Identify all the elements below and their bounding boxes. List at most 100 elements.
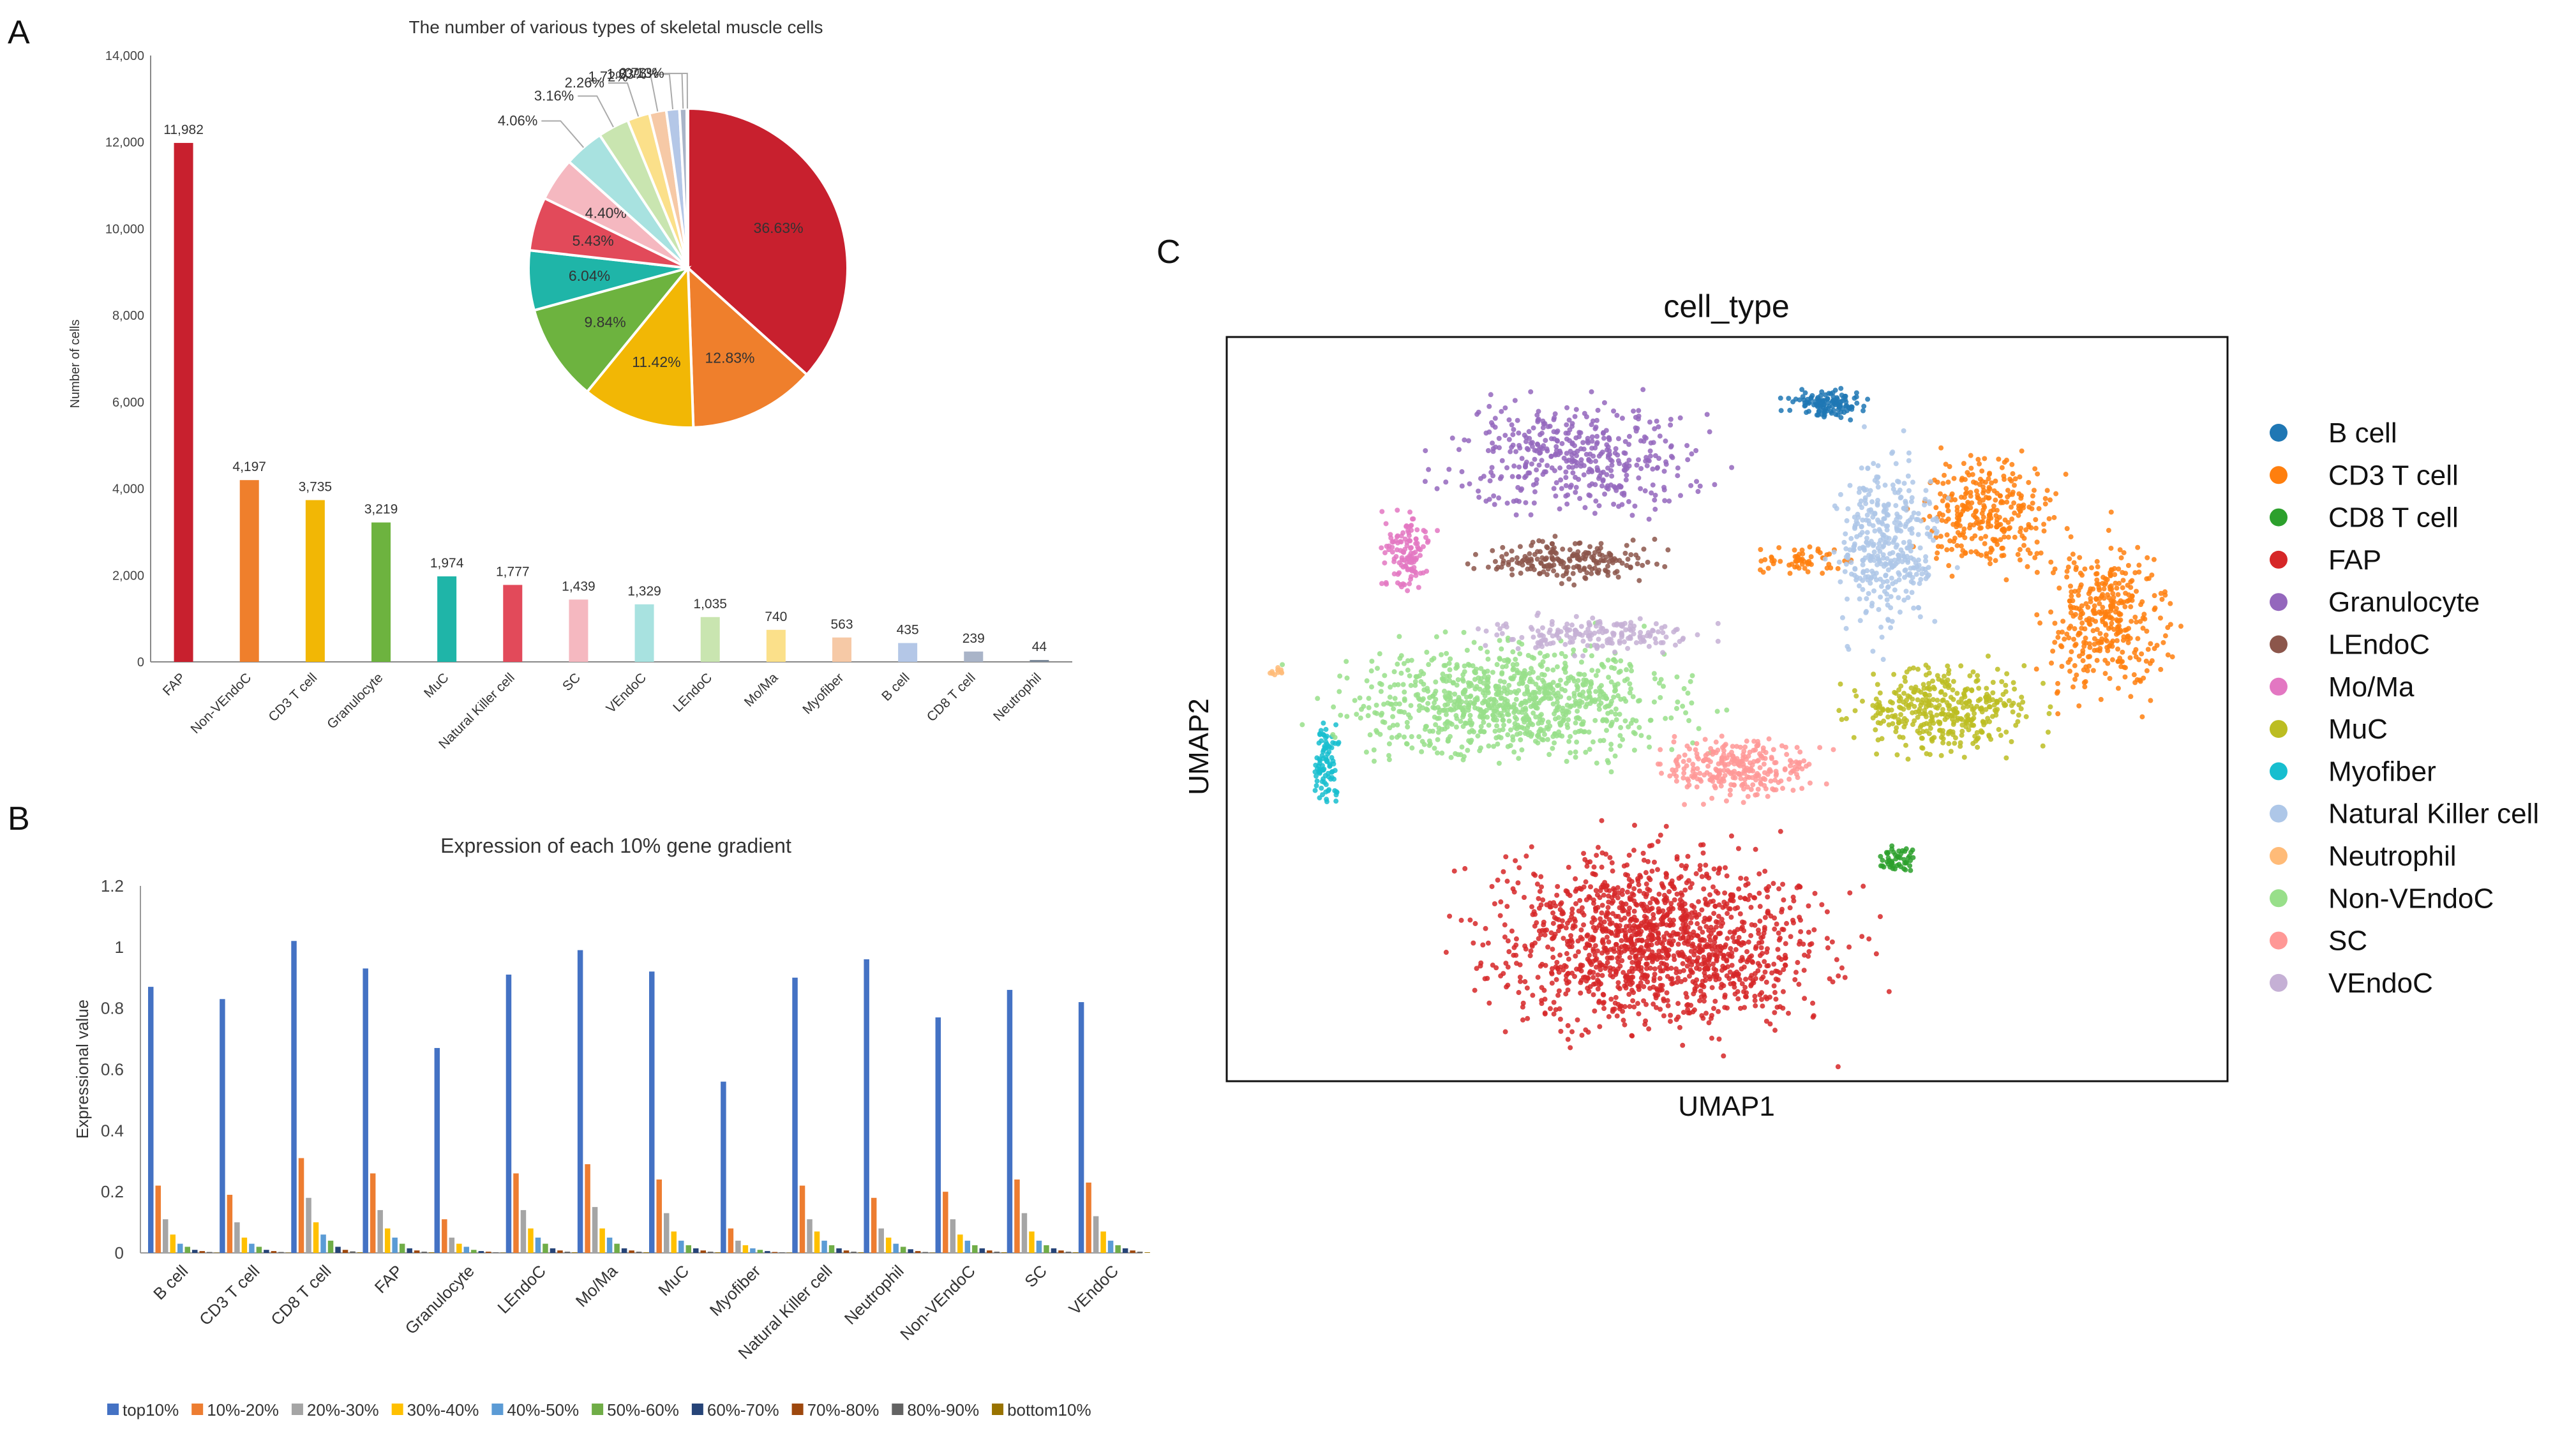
chart-c-point <box>1756 890 1762 896</box>
chart-c-point <box>1627 882 1633 888</box>
chart-c-point <box>1481 670 1487 676</box>
chart-b-bar <box>1115 1245 1121 1253</box>
chart-b-bar <box>585 1164 590 1253</box>
chart-b-bar <box>643 1252 649 1253</box>
chart-c-point <box>1618 724 1624 730</box>
chart-c-point <box>1680 1042 1686 1048</box>
chart-c-point <box>1723 865 1728 871</box>
chart-b-y-tick-label: 1 <box>115 938 124 957</box>
chart-c-point <box>1652 971 1658 977</box>
chart-c-point <box>1572 918 1578 924</box>
chart-c-point <box>1605 950 1610 955</box>
chart-c-point <box>1626 724 1631 730</box>
chart-c-point <box>1573 888 1578 894</box>
chart-c-point <box>1976 685 1982 691</box>
chart-c-point <box>1744 959 1750 964</box>
chart-c-point <box>1621 492 1627 498</box>
chart-c-point <box>1457 701 1463 707</box>
chart-c-point <box>1978 519 1984 525</box>
chart-c-point <box>2097 631 2103 636</box>
chart-c-point <box>1696 899 1702 904</box>
chart-c-point <box>1548 454 1554 460</box>
chart-c-point <box>1592 905 1598 911</box>
chart-c-point <box>1933 555 1939 561</box>
chart-c-point <box>2121 550 2127 555</box>
chart-a-x-tick-label: CD3 T cell <box>266 670 320 724</box>
chart-c-point <box>1787 571 1793 576</box>
chart-c-point <box>1727 970 1733 975</box>
chart-c-point <box>1965 703 1970 709</box>
chart-c-point <box>1582 857 1588 862</box>
chart-c-point <box>1644 955 1650 961</box>
chart-c-point <box>1566 576 1572 582</box>
chart-c-point <box>1624 543 1629 548</box>
chart-c-point <box>2093 597 2099 603</box>
chart-c-point <box>1378 689 1384 694</box>
chart-c-point <box>2036 506 2042 511</box>
chart-c-point <box>1644 938 1650 944</box>
chart-c-point <box>1947 463 1952 469</box>
chart-c-point <box>1603 554 1609 560</box>
chart-c-point <box>1321 767 1326 773</box>
chart-c-point <box>1539 430 1545 436</box>
chart-c-point <box>1584 701 1590 707</box>
chart-c-point <box>1835 565 1841 571</box>
chart-c-point <box>1434 486 1440 491</box>
chart-c-point <box>1510 676 1516 682</box>
chart-c-point <box>1927 534 1933 539</box>
chart-c-point <box>2128 604 2134 610</box>
chart-c-point <box>1652 492 1658 498</box>
chart-c-point <box>1516 640 1522 645</box>
chart-c-point <box>2007 476 2013 482</box>
chart-c-point <box>1527 671 1532 677</box>
chart-c-point <box>1806 408 1812 414</box>
chart-c-point <box>1567 438 1573 444</box>
chart-c-point <box>1552 468 1557 474</box>
chart-a-x-tick-label: VEndoC <box>604 670 650 716</box>
chart-c-point <box>1910 855 1916 860</box>
chart-c-point <box>1520 1000 1526 1006</box>
chart-c-point <box>1776 955 1782 961</box>
chart-c-point <box>1400 530 1406 536</box>
chart-c-point <box>1824 936 1830 941</box>
chart-c-point <box>1379 710 1385 716</box>
chart-c-point <box>1865 574 1871 580</box>
chart-c-point <box>1799 387 1805 393</box>
chart-c-point <box>1942 673 1947 679</box>
chart-c-point <box>1582 556 1588 562</box>
chart-c-point <box>1901 539 1906 545</box>
chart-c-point <box>1575 687 1580 693</box>
chart-c-point <box>1880 552 1886 558</box>
chart-c-point <box>2003 755 2009 761</box>
chart-c-point <box>1743 882 1749 888</box>
chart-c-point <box>1654 418 1659 424</box>
chart-c-point <box>1958 495 1964 500</box>
chart-c-point <box>2127 655 2133 661</box>
chart-c-point <box>1815 394 1821 400</box>
chart-c-point <box>1940 711 1945 717</box>
chart-c-point <box>1945 671 1951 677</box>
chart-c-point <box>1515 474 1521 480</box>
chart-c-point <box>1447 667 1453 673</box>
chart-b-bar <box>929 1252 936 1254</box>
chart-c-point <box>1836 407 1841 413</box>
chart-c-point <box>1644 961 1650 967</box>
chart-b-bar <box>463 1247 470 1253</box>
chart-c-point <box>1878 624 1884 630</box>
chart-c-point <box>1907 517 1913 523</box>
chart-c-point <box>1852 573 1857 578</box>
chart-c-point <box>1677 415 1683 421</box>
chart-c-point <box>2067 668 2073 674</box>
chart-c-point <box>1915 666 1921 672</box>
chart-c-point <box>2125 582 2130 588</box>
chart-c-point <box>1631 408 1636 414</box>
chart-c-point <box>1935 705 1940 711</box>
chart-c-point <box>1915 511 1921 516</box>
chart-c-point <box>1998 537 2003 543</box>
chart-c-point <box>1790 894 1796 900</box>
chart-c-point <box>1706 927 1712 933</box>
chart-c-point <box>2000 691 2006 697</box>
chart-c-point <box>1805 561 1811 567</box>
chart-c-point <box>1626 975 1631 980</box>
